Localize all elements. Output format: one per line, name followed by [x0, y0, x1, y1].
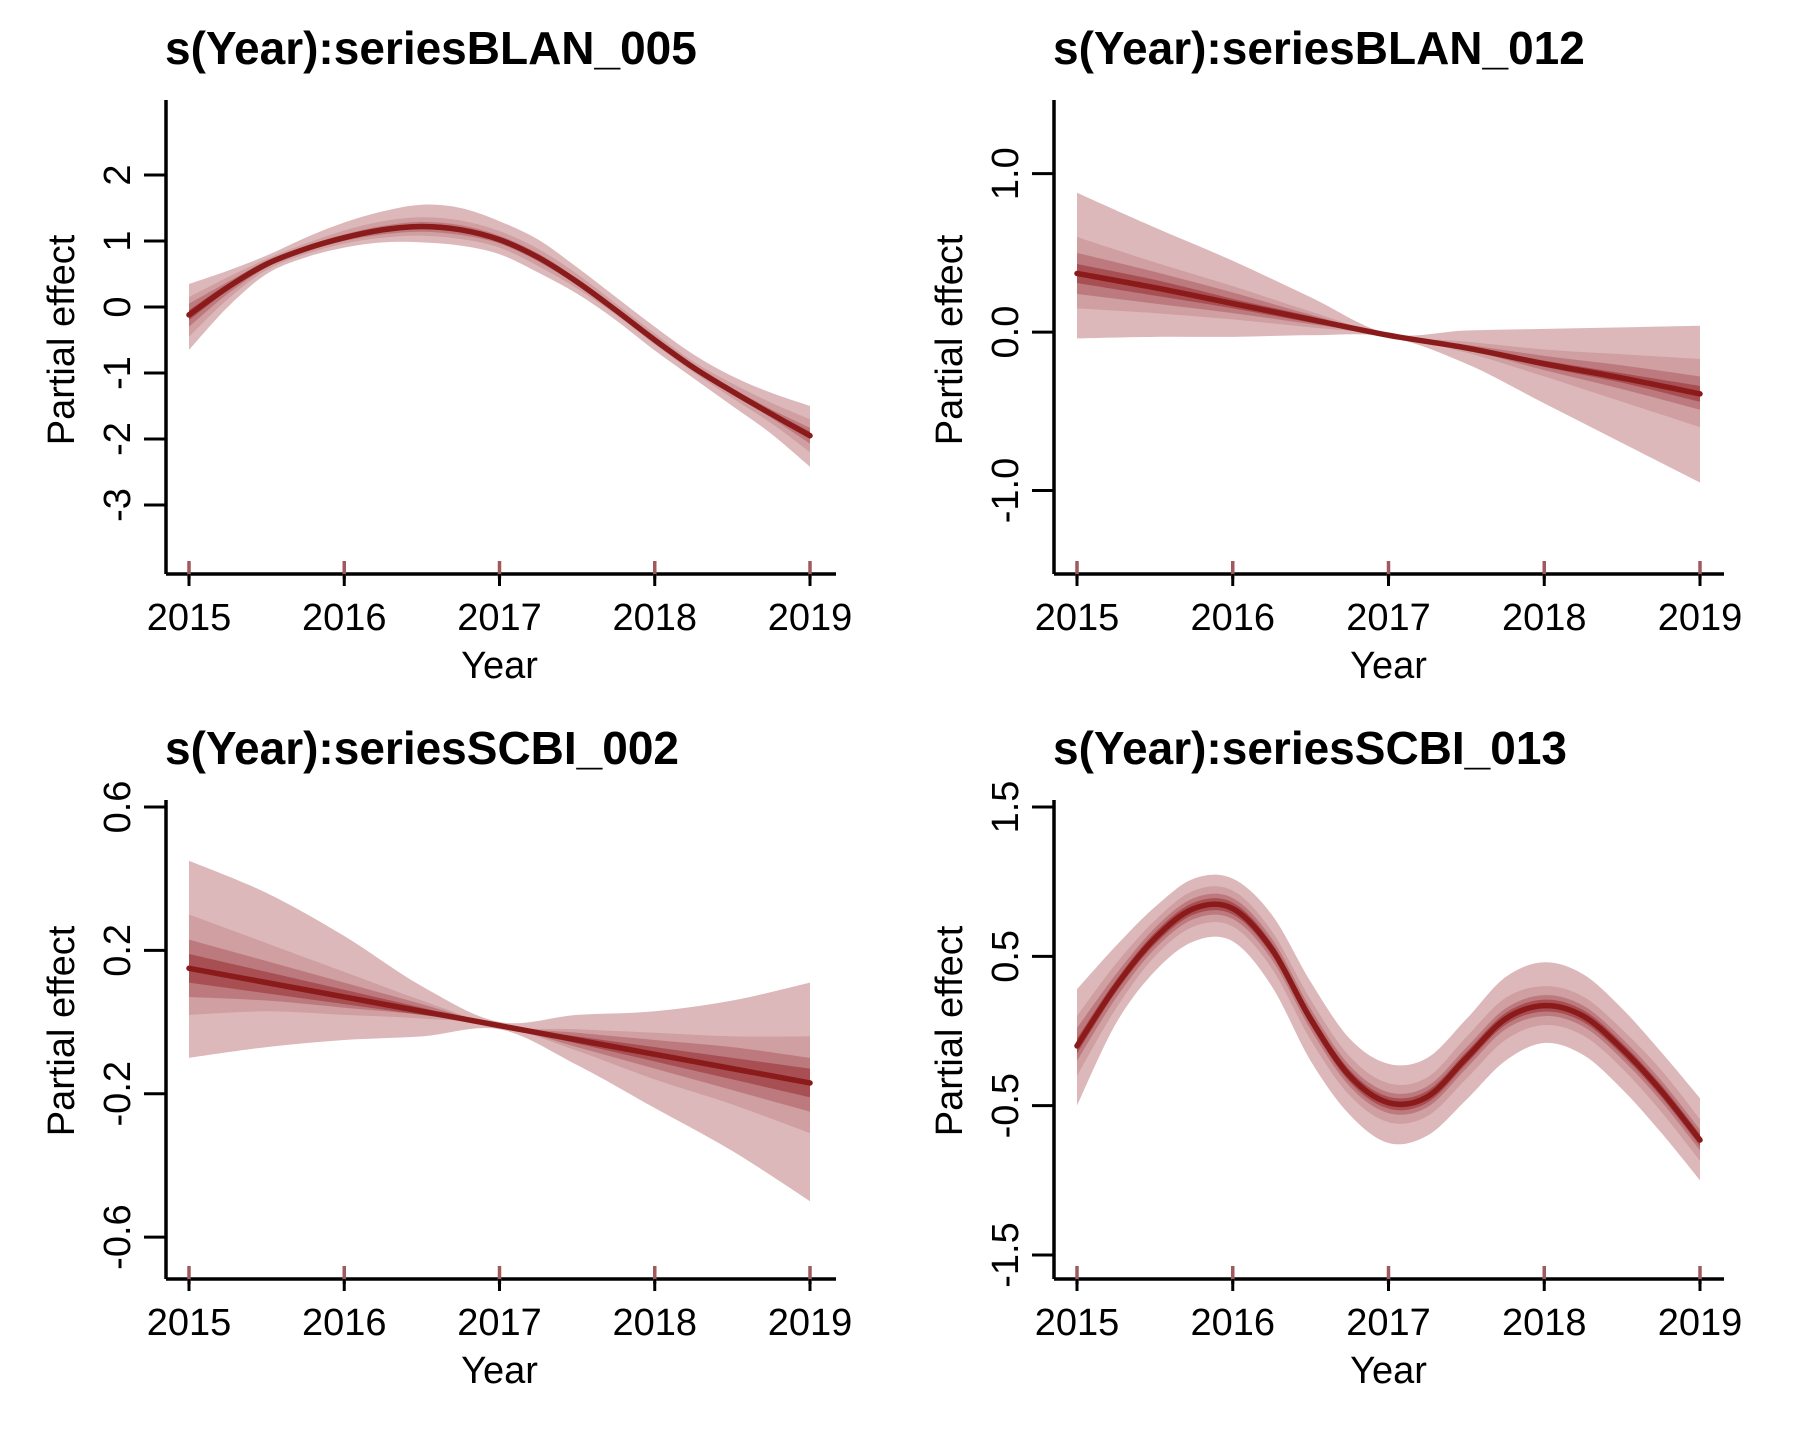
panel-1: 2015 2016 2017 2018 2019 -3 -2 -1 0 1 2 s(Year):ser…: [41, 22, 852, 687]
y-tick-label: 2: [97, 164, 139, 185]
x-tick-label: 2015: [1035, 1302, 1120, 1344]
y-tick-label: -1.5: [985, 1222, 1027, 1287]
y-tick-label: 0.2: [97, 924, 139, 977]
panel-2: 2015 2016 2017 2018 2019 -1.0 0.0 1.0 s(Year):se…: [929, 22, 1742, 687]
y-tick-label: 1.5: [985, 781, 1027, 834]
x-tick-label: 2019: [768, 1302, 853, 1344]
y-tick-label: 0.5: [985, 930, 1027, 983]
x-tick-label: 2018: [1502, 597, 1587, 639]
panel-title: s(Year):seriesSCBI_013: [1053, 722, 1567, 774]
panel-title: s(Year):seriesBLAN_012: [1053, 22, 1585, 74]
y-tick-label: -0.5: [985, 1073, 1027, 1138]
median-line: [1074, 901, 1703, 1143]
x-tick-label: 2016: [302, 1302, 387, 1344]
y-axis-label: Partial effect: [929, 234, 971, 445]
x-tick-label: 2017: [1346, 597, 1431, 639]
median-line: [1074, 270, 1703, 397]
panel-title: s(Year):seriesSCBI_002: [165, 722, 679, 774]
credible-band-mid2: [1077, 252, 1700, 410]
x-tick-label: 2018: [612, 597, 697, 639]
y-tick-label: -3: [97, 488, 139, 522]
x-tick-label: 2019: [768, 597, 853, 639]
credible-band-outer: [1077, 192, 1700, 483]
y-axis-label: Partial effect: [41, 925, 83, 1136]
y-tick-label: 0.0: [985, 306, 1027, 359]
x-tick-label: 2016: [302, 597, 387, 639]
credible-band-inner: [1077, 263, 1700, 402]
y-tick-label: -1: [97, 356, 139, 390]
y-tick-label: -1.0: [985, 458, 1027, 523]
x-tick-label: 2015: [147, 1302, 232, 1344]
x-tick-label: 2019: [1658, 597, 1743, 639]
panel-3: 2015 2016 2017 2018 2019 -0.6 -0.2 0.2 0.6 s(Year…: [41, 722, 852, 1392]
credible-band-mid1: [189, 914, 810, 1134]
x-axis-label: Year: [1350, 645, 1427, 687]
y-tick-label: -0.2: [97, 1061, 139, 1126]
y-axis-label: Partial effect: [41, 234, 83, 445]
x-tick-label: 2015: [147, 597, 232, 639]
credible-band-mid2: [189, 939, 810, 1112]
panel-4: 2015 2016 2017 2018 2019 -1.5 -0.5 0.5 1.5 s(Year…: [929, 722, 1742, 1392]
credible-band-outer: [189, 860, 810, 1202]
x-tick-label: 2018: [612, 1302, 697, 1344]
y-tick-label: -2: [97, 422, 139, 456]
median-line: [186, 965, 813, 1086]
x-axis-label: Year: [461, 1350, 538, 1392]
x-tick-label: 2016: [1190, 1302, 1275, 1344]
y-axis-label: Partial effect: [929, 925, 971, 1136]
y-tick-label: 0.6: [97, 781, 139, 834]
median-line: [186, 223, 813, 439]
x-tick-label: 2017: [1346, 1302, 1431, 1344]
y-tick-label: 1.0: [985, 147, 1027, 200]
x-tick-label: 2017: [457, 597, 542, 639]
x-tick-label: 2015: [1035, 597, 1120, 639]
x-tick-label: 2019: [1658, 1302, 1743, 1344]
y-tick-label: 1: [97, 230, 139, 251]
y-tick-label: -0.6: [97, 1204, 139, 1269]
panel-title: s(Year):seriesBLAN_005: [165, 22, 697, 74]
x-axis-label: Year: [461, 645, 538, 687]
x-tick-label: 2016: [1190, 597, 1275, 639]
y-tick-label: 0: [97, 296, 139, 317]
x-tick-label: 2018: [1502, 1302, 1587, 1344]
x-tick-label: 2017: [457, 1302, 542, 1344]
x-axis-label: Year: [1350, 1350, 1427, 1392]
